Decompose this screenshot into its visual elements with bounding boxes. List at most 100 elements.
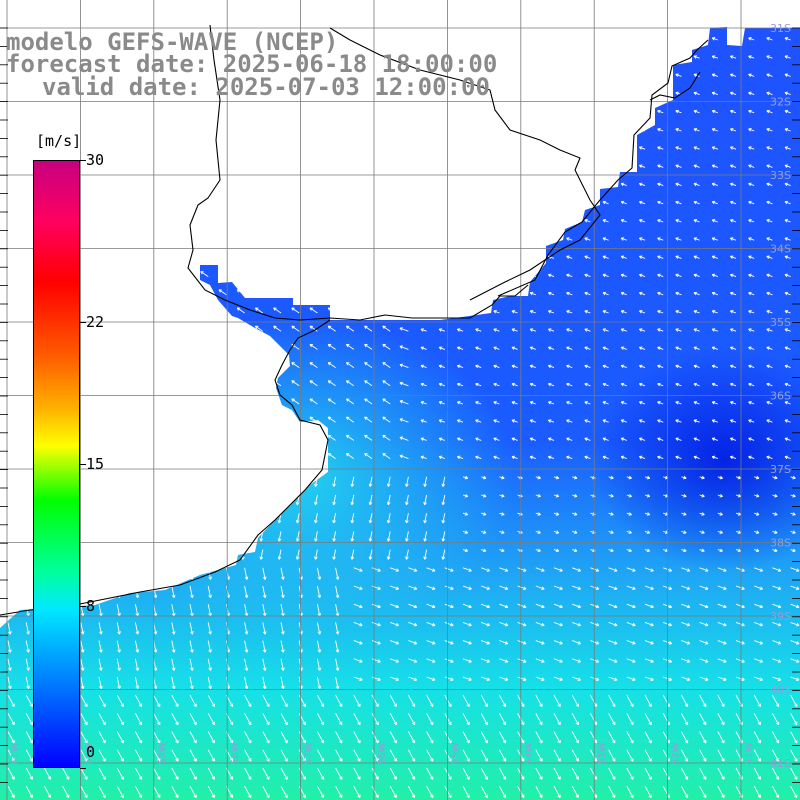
wind-arrow-head bbox=[262, 686, 266, 690]
wind-arrow bbox=[420, 401, 427, 405]
wind-arrow bbox=[572, 567, 581, 572]
wind-arrow bbox=[364, 416, 373, 423]
wind-arrow bbox=[772, 640, 782, 645]
wind-arrow bbox=[675, 255, 682, 259]
wind-arrow-head bbox=[117, 649, 120, 653]
wind-arrow bbox=[766, 110, 773, 114]
wind-arrow bbox=[608, 694, 616, 707]
wind-arrow bbox=[369, 549, 373, 560]
wind-arrow bbox=[382, 416, 391, 423]
wind-arrow-head bbox=[281, 667, 284, 671]
wind-arrow-head bbox=[153, 686, 157, 690]
wind-arrow bbox=[369, 513, 373, 524]
wind-arrow bbox=[424, 476, 428, 487]
wind-arrow bbox=[553, 713, 561, 726]
wind-arrow-head bbox=[628, 532, 632, 534]
wind-arrow bbox=[693, 73, 700, 77]
wind-arrow-head bbox=[592, 514, 596, 516]
wind-arrow bbox=[346, 362, 355, 368]
wind-arrow bbox=[681, 676, 691, 681]
wind-arrow bbox=[717, 567, 727, 572]
wind-arrow-head bbox=[423, 520, 426, 524]
wind-arrow bbox=[766, 237, 773, 241]
wind-arrow bbox=[444, 694, 452, 707]
wind-arrow bbox=[189, 658, 193, 671]
wind-arrow bbox=[439, 456, 445, 460]
wind-arrow bbox=[399, 436, 409, 441]
wind-arrow-head bbox=[138, 704, 142, 707]
wind-arrow bbox=[390, 567, 399, 572]
wind-arrow bbox=[424, 494, 428, 505]
wind-arrow-head bbox=[84, 704, 88, 707]
wind-arrow-head bbox=[244, 631, 248, 635]
wind-arrow bbox=[730, 419, 737, 423]
wind-arrow bbox=[7, 694, 15, 707]
wind-arrow bbox=[566, 365, 573, 369]
wind-arrow bbox=[481, 585, 490, 590]
wind-arrow bbox=[693, 237, 700, 241]
wind-arrow bbox=[644, 640, 654, 645]
wind-arrow bbox=[116, 640, 121, 653]
wind-arrow-head bbox=[208, 595, 211, 599]
wind-arrow-head bbox=[211, 722, 215, 726]
wind-arrow bbox=[784, 110, 791, 114]
wind-arrow-head bbox=[8, 686, 11, 690]
wind-arrow bbox=[244, 658, 248, 671]
wind-arrow bbox=[399, 327, 409, 332]
wind-arrow bbox=[457, 365, 464, 369]
wind-arrow bbox=[499, 640, 509, 645]
wind-arrow-head bbox=[521, 704, 525, 707]
wind-arrow bbox=[712, 346, 718, 350]
wind-arrow bbox=[712, 419, 718, 423]
wind-arrow bbox=[772, 658, 782, 663]
wind-arrow bbox=[426, 713, 434, 726]
wind-arrow-head bbox=[592, 477, 596, 480]
wind-arrow-head bbox=[295, 520, 298, 524]
wind-arrow-head bbox=[135, 667, 139, 671]
wind-arrow-head bbox=[482, 532, 487, 534]
wind-arrow bbox=[657, 346, 664, 350]
wind-arrow bbox=[621, 183, 627, 187]
wind-arrow bbox=[717, 640, 727, 645]
wind-arrow bbox=[333, 531, 337, 542]
wind-arrow bbox=[608, 603, 618, 608]
wind-arrow bbox=[408, 676, 418, 681]
wind-arrow bbox=[439, 365, 445, 369]
wind-arrow bbox=[189, 640, 193, 653]
wind-arrow-head bbox=[11, 722, 15, 726]
wind-arrow bbox=[584, 310, 591, 314]
wind-arrow-head bbox=[314, 556, 316, 560]
wind-arrow bbox=[681, 658, 691, 663]
wind-arrow bbox=[553, 603, 563, 608]
wind-arrow bbox=[693, 146, 700, 150]
wind-arrow bbox=[7, 640, 11, 653]
wind-arrow bbox=[766, 146, 773, 150]
wind-arrow bbox=[351, 513, 355, 524]
wind-arrow bbox=[730, 146, 737, 150]
wind-arrow-head bbox=[719, 514, 723, 516]
wind-arrow bbox=[553, 567, 563, 572]
wind-arrow bbox=[754, 603, 763, 608]
wind-arrow bbox=[748, 201, 755, 205]
wind-arrow bbox=[784, 274, 791, 278]
wind-arrow bbox=[644, 676, 654, 681]
wind-arrow bbox=[273, 325, 282, 332]
wind-arrow bbox=[262, 604, 266, 617]
wind-arrow bbox=[255, 325, 264, 332]
wind-arrow bbox=[116, 622, 121, 635]
wind-arrow bbox=[730, 73, 737, 77]
wind-arrow bbox=[189, 676, 193, 689]
wind-arrow bbox=[548, 292, 555, 296]
wind-arrow-head bbox=[281, 613, 284, 617]
wind-arrow-head bbox=[719, 550, 723, 553]
wind-arrow bbox=[353, 640, 363, 645]
wind-arrow bbox=[602, 255, 609, 259]
wind-arrow bbox=[548, 383, 555, 387]
wind-arrow bbox=[511, 419, 518, 423]
wind-arrow bbox=[244, 604, 248, 617]
wind-arrow-head bbox=[135, 686, 139, 690]
wind-arrow bbox=[535, 603, 545, 608]
wind-arrow-head bbox=[555, 477, 559, 480]
wind-arrow bbox=[327, 325, 336, 332]
wind-arrow bbox=[584, 419, 591, 423]
